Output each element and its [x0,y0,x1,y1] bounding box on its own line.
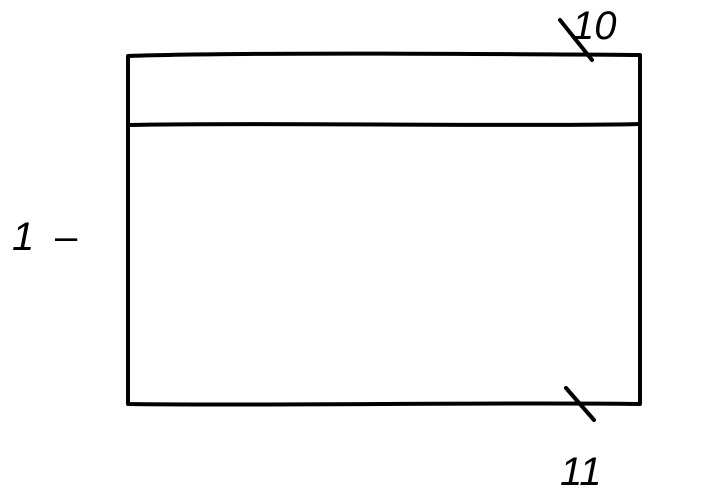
label-10: 10 [572,4,617,49]
outer-box [128,54,640,405]
dash-after-1: – [55,215,77,260]
label-11: 11 [560,450,602,495]
schematic-svg [0,0,703,501]
diagram-canvas: 10 1 – 11 [0,0,703,501]
divider-line [128,124,640,125]
label-1: 1 [12,215,34,260]
